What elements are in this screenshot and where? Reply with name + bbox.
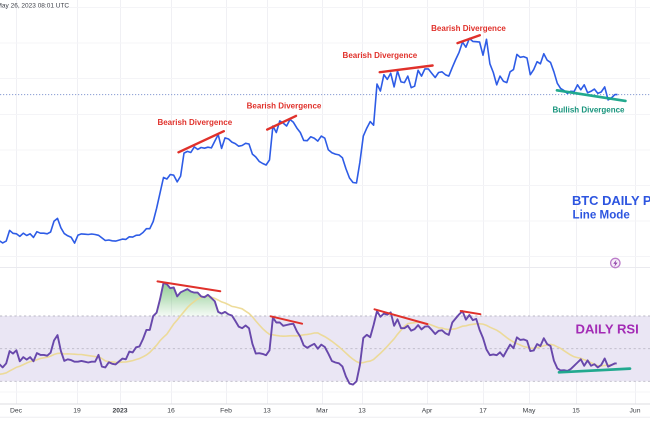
svg-text:Bearish Divergence: Bearish Divergence — [157, 118, 232, 127]
svg-text:Feb: Feb — [220, 408, 232, 415]
svg-text:Bearish Divergence: Bearish Divergence — [431, 24, 506, 33]
svg-text:Dec: Dec — [10, 408, 23, 415]
svg-text:Bearish Divergence: Bearish Divergence — [343, 51, 418, 60]
svg-text:Bearish Divergence: Bearish Divergence — [247, 102, 322, 111]
svg-text:2023: 2023 — [112, 408, 127, 415]
svg-text:Apr: Apr — [422, 408, 433, 415]
svg-text:May: May — [523, 408, 536, 415]
svg-text:Bullish Divergence: Bullish Divergence — [552, 106, 625, 115]
svg-text:Jun: Jun — [630, 408, 641, 415]
svg-text:BTC DAILY P: BTC DAILY P — [572, 193, 650, 208]
svg-text:17: 17 — [479, 408, 487, 415]
svg-text:13: 13 — [358, 408, 366, 415]
svg-text:May 26, 2023 08:01 UTC: May 26, 2023 08:01 UTC — [0, 3, 69, 10]
svg-text:16: 16 — [167, 408, 175, 415]
svg-text:13: 13 — [263, 408, 271, 415]
svg-text:15: 15 — [572, 408, 580, 415]
svg-text:Mar: Mar — [316, 408, 328, 415]
svg-text:Line Mode: Line Mode — [573, 209, 631, 222]
svg-text:19: 19 — [73, 408, 81, 415]
svg-text:DAILY RSI: DAILY RSI — [576, 322, 639, 337]
